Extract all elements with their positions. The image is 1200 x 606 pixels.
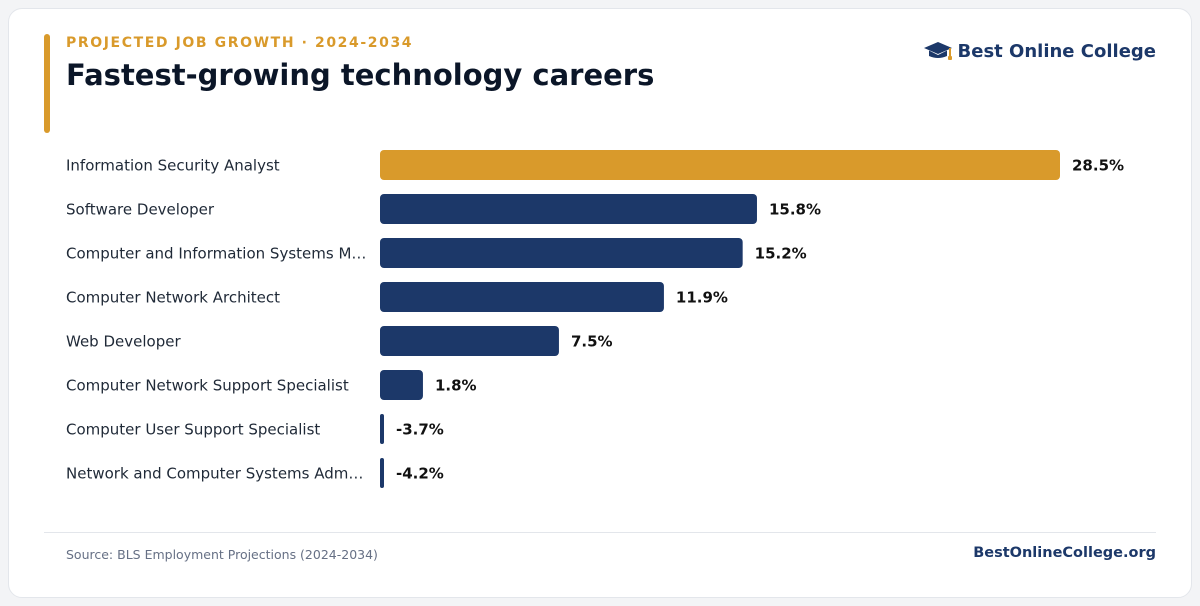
bar bbox=[380, 458, 384, 488]
source-note: Source: BLS Employment Projections (2024… bbox=[66, 547, 378, 562]
value-label: -4.2% bbox=[396, 465, 444, 483]
category-label: Computer Network Support Specialist bbox=[66, 377, 349, 395]
bar bbox=[380, 282, 664, 312]
chart-kicker: PROJECTED JOB GROWTH · 2024-2034 bbox=[66, 35, 414, 51]
graduation-cap-icon bbox=[923, 42, 952, 60]
bar bbox=[380, 194, 757, 224]
chart-title: Fastest-growing technology careers bbox=[66, 58, 655, 92]
category-label: Computer and Information Systems M… bbox=[66, 245, 366, 263]
bar bbox=[380, 238, 743, 268]
category-label: Software Developer bbox=[66, 201, 215, 219]
value-label: 7.5% bbox=[571, 333, 613, 351]
category-label: Computer User Support Specialist bbox=[66, 421, 320, 439]
category-label: Information Security Analyst bbox=[66, 157, 280, 175]
category-label: Network and Computer Systems Adm… bbox=[66, 465, 363, 483]
footer-divider bbox=[44, 532, 1156, 533]
value-label: 11.9% bbox=[676, 289, 728, 307]
value-label: -3.7% bbox=[396, 421, 444, 439]
bar bbox=[380, 150, 1060, 180]
value-label: 1.8% bbox=[435, 377, 477, 395]
brand-logo: Best Online College bbox=[923, 40, 1156, 62]
bar bbox=[380, 370, 423, 400]
category-label: Web Developer bbox=[66, 333, 181, 351]
site-link[interactable]: BestOnlineCollege.org bbox=[973, 545, 1156, 561]
value-label: 15.8% bbox=[769, 201, 821, 219]
title-accent-bar bbox=[44, 34, 50, 133]
chart-card: PROJECTED JOB GROWTH · 2024-2034 Fastest… bbox=[8, 8, 1192, 598]
value-label: 15.2% bbox=[755, 245, 807, 263]
value-label: 28.5% bbox=[1072, 157, 1124, 175]
brand-name: Best Online College bbox=[957, 40, 1156, 62]
bar bbox=[380, 414, 384, 444]
bar bbox=[380, 326, 559, 356]
category-label: Computer Network Architect bbox=[66, 289, 280, 307]
